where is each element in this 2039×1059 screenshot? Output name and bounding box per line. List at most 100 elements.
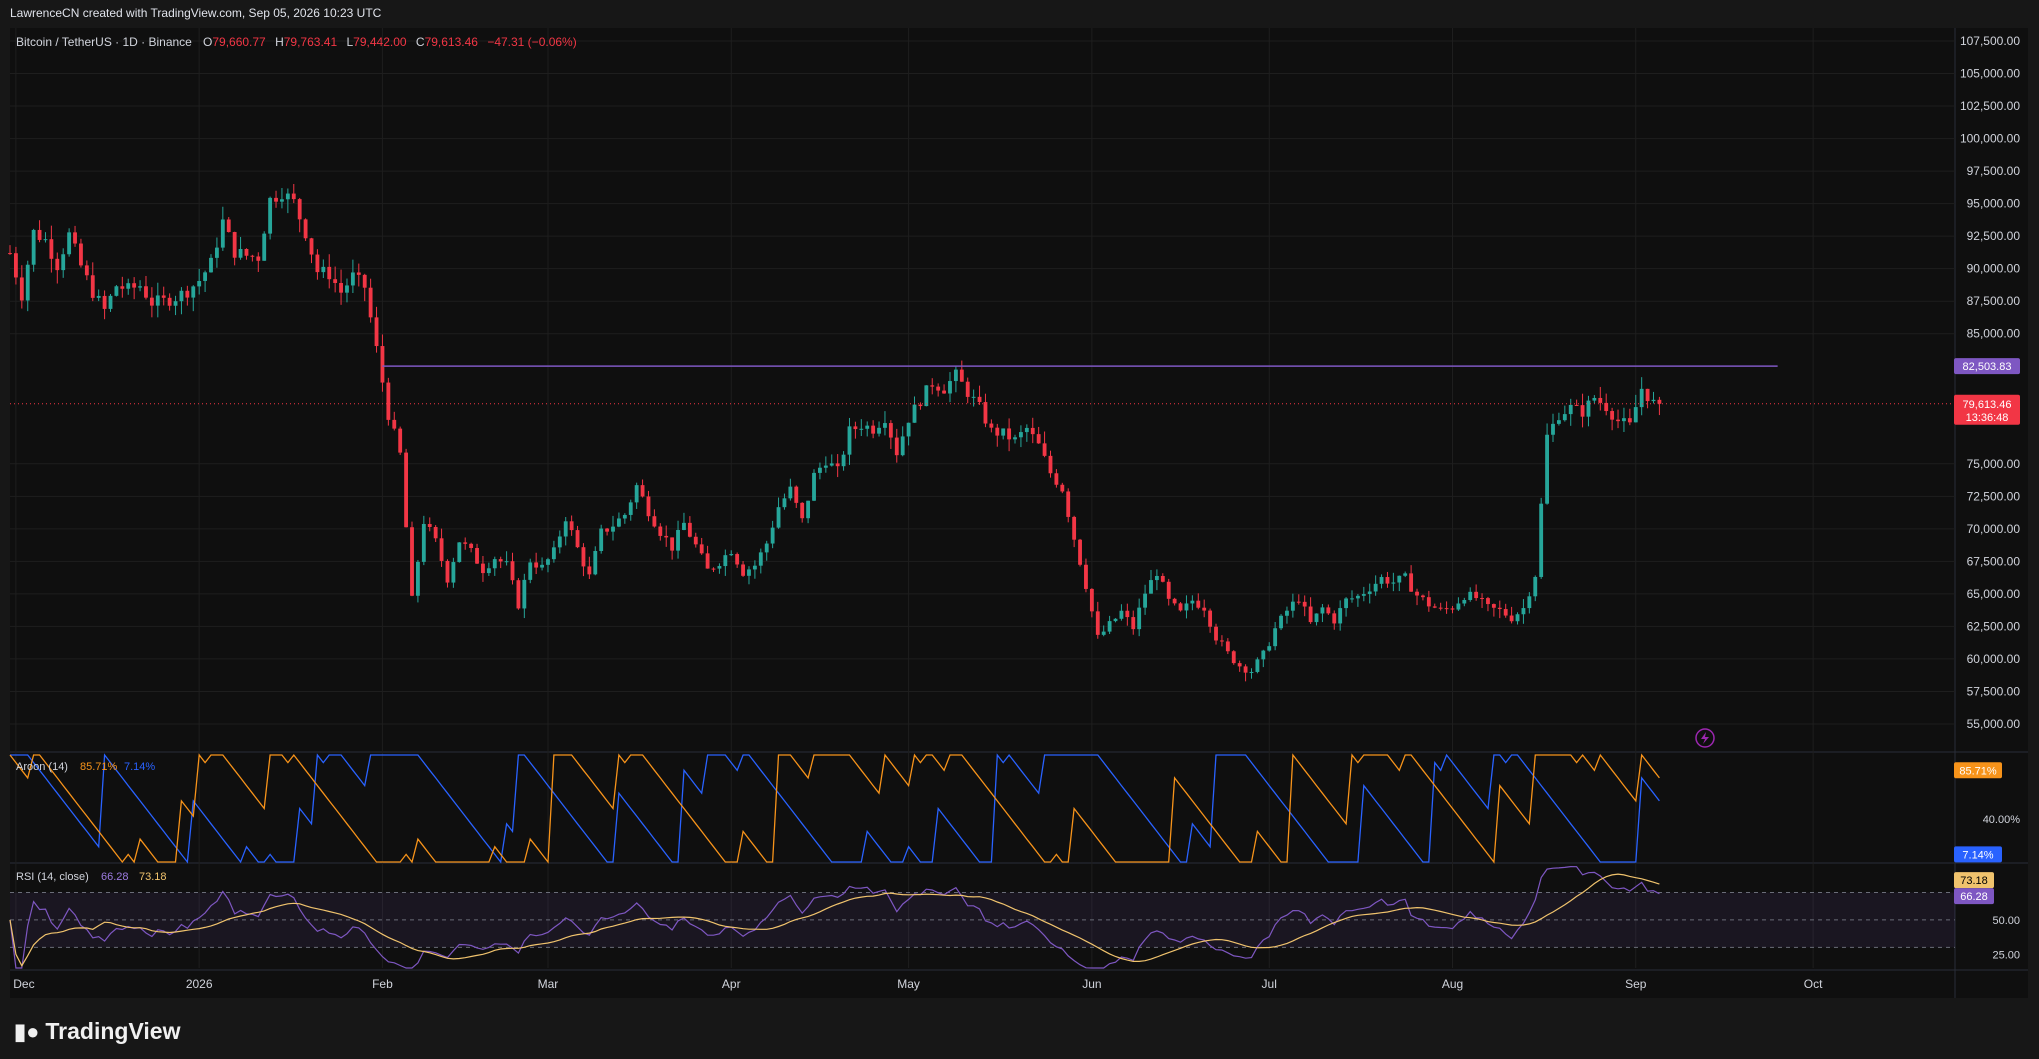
candle-body [1409, 573, 1414, 592]
candle-body [1261, 650, 1266, 660]
candle-body [1101, 631, 1106, 635]
candle-body [1190, 600, 1195, 604]
candle-body [883, 423, 887, 428]
candle-body [1616, 419, 1620, 422]
candle-body [345, 285, 349, 293]
candle-body [948, 381, 952, 394]
candle-body [1610, 411, 1615, 420]
candle-body [906, 422, 911, 437]
candle-body [1503, 609, 1508, 616]
candle-body [1302, 601, 1307, 607]
candle-body [439, 538, 444, 561]
y-tick-label: 105,000.00 [1960, 67, 2020, 81]
candle-body [1497, 607, 1502, 610]
rsi-ma-line [9, 873, 1660, 967]
candle-body [800, 502, 805, 519]
candle-body [481, 563, 485, 574]
candle-body [859, 428, 864, 430]
candle-body [203, 272, 208, 281]
candle-body [1432, 606, 1437, 608]
last-price-label: 79,613.46 [1963, 399, 2012, 411]
candle-body [73, 232, 77, 244]
candle-body [1326, 607, 1331, 614]
high-label: H [275, 35, 284, 49]
candle-body [729, 554, 734, 556]
rsi-pane[interactable] [9, 865, 1955, 969]
candle-body [280, 199, 284, 202]
x-tick-label: Dec [13, 977, 34, 991]
candle-body [1468, 591, 1473, 600]
candle-body [1521, 608, 1526, 615]
candle-body [1249, 671, 1254, 673]
candle-body [1060, 484, 1065, 492]
candle-body [244, 249, 249, 256]
candle-body [161, 295, 166, 298]
y-tick-label: 87,500.00 [1967, 294, 2021, 308]
y-tick-label: 100,000.00 [1960, 132, 2020, 146]
candle-body [362, 274, 367, 288]
candle-body [1160, 575, 1165, 582]
candle-body [865, 425, 870, 429]
candle-body [569, 521, 574, 531]
last-price-tag [1954, 394, 2020, 425]
lightning-icon [1701, 732, 1709, 744]
y-tick-label: 95,000.00 [1967, 197, 2021, 211]
candle-body [1078, 539, 1082, 565]
candle-body [155, 295, 160, 306]
candle-body [173, 301, 178, 306]
candle-body [628, 502, 633, 515]
candle-body [1237, 663, 1242, 667]
candle-body [433, 527, 438, 539]
candle-body [1131, 617, 1136, 630]
candle-body [1048, 455, 1053, 474]
candle-body [622, 514, 627, 519]
candle-body [232, 232, 237, 258]
candle-body [13, 253, 18, 278]
candle-body [1444, 608, 1449, 610]
candle-body [1113, 618, 1118, 622]
candle-body [1107, 621, 1112, 632]
candle-body [770, 527, 775, 544]
brand[interactable]: ▮● TradingView [14, 1018, 180, 1045]
price-pane[interactable] [8, 183, 1955, 682]
candle-body [1551, 423, 1555, 435]
candle-body [758, 552, 763, 566]
bar-countdown-label: 13:36:48 [1966, 412, 2009, 424]
candle-body [1231, 651, 1236, 664]
candle-body [1604, 402, 1609, 412]
candle-body [652, 516, 657, 527]
rsi-legend: RSI (14, close) 66.28 73.18 [16, 871, 167, 883]
candle-body [605, 528, 610, 532]
candle-body [534, 562, 539, 568]
rsi-tag [1954, 888, 1994, 905]
candle-body [1178, 603, 1183, 611]
x-tick-label: 2026 [186, 977, 213, 991]
alert-button[interactable] [1695, 728, 1715, 748]
candle-body [96, 295, 101, 298]
candle-body [1515, 614, 1520, 622]
candle-body [1421, 595, 1425, 598]
candle-body [250, 255, 255, 257]
candle-body [55, 258, 60, 271]
candle-body [812, 472, 816, 501]
candle-body [1592, 397, 1597, 401]
candle-body [25, 264, 30, 301]
candle-body [581, 547, 586, 567]
candle-body [1338, 608, 1343, 624]
candle-body [61, 254, 66, 271]
candle-body [380, 346, 385, 383]
candle-body [475, 548, 479, 564]
aroon-pane[interactable] [9, 753, 1660, 864]
main-legend: Bitcoin / TetherUS · 1D · Binance O79,66… [16, 35, 577, 49]
candle-body [794, 486, 799, 503]
y-tick-label: 62,500.00 [1967, 619, 2021, 633]
y-tick-label: 60,000.00 [1967, 652, 2021, 666]
aroon-down-line [10, 753, 1660, 864]
candle-body [871, 425, 876, 434]
candle-body [445, 560, 450, 583]
candle-body [256, 256, 261, 261]
candle-body [1007, 428, 1012, 440]
candle-body [942, 390, 946, 394]
brand-name: TradingView [45, 1018, 181, 1044]
